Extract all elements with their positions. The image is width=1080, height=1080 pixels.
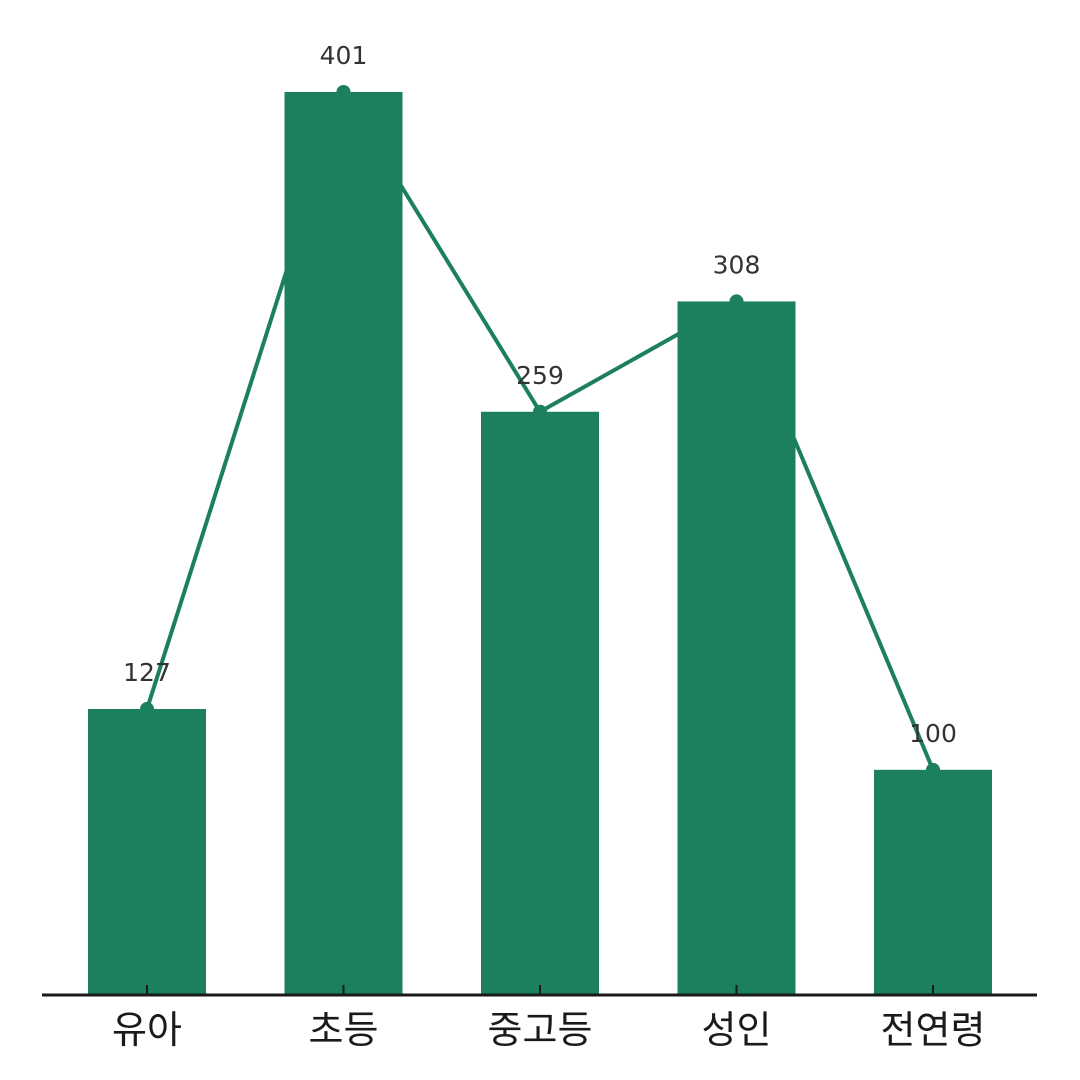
tick-label-4: 전연령	[881, 1008, 986, 1052]
bar-3	[677, 301, 796, 995]
tick-label-0: 유아	[112, 1008, 182, 1052]
data-label-0: 127	[123, 658, 171, 687]
data-label-4: 100	[909, 719, 957, 748]
point-4	[926, 762, 940, 777]
point-2	[533, 404, 547, 419]
point-1	[336, 85, 351, 99]
data-label-3: 308	[713, 250, 761, 279]
point-0	[140, 702, 154, 717]
tick-label-2: 중고등	[488, 1008, 593, 1052]
point-3	[729, 294, 744, 309]
data-label-2: 259	[516, 361, 564, 390]
bar-2	[481, 411, 599, 995]
x-ticks: 유아 초등 중고등 성인 전연령	[112, 985, 985, 1052]
bar-series	[88, 92, 992, 995]
data-label-1: 401	[320, 41, 368, 70]
bar-1	[284, 92, 403, 995]
tick-label-1: 초등	[309, 1008, 379, 1052]
data-labels: 127 401 259 308 100	[123, 41, 957, 748]
bar-4	[874, 769, 992, 995]
bar-0	[88, 709, 206, 995]
tick-label-3: 성인	[702, 1008, 772, 1052]
line-series	[140, 85, 940, 777]
